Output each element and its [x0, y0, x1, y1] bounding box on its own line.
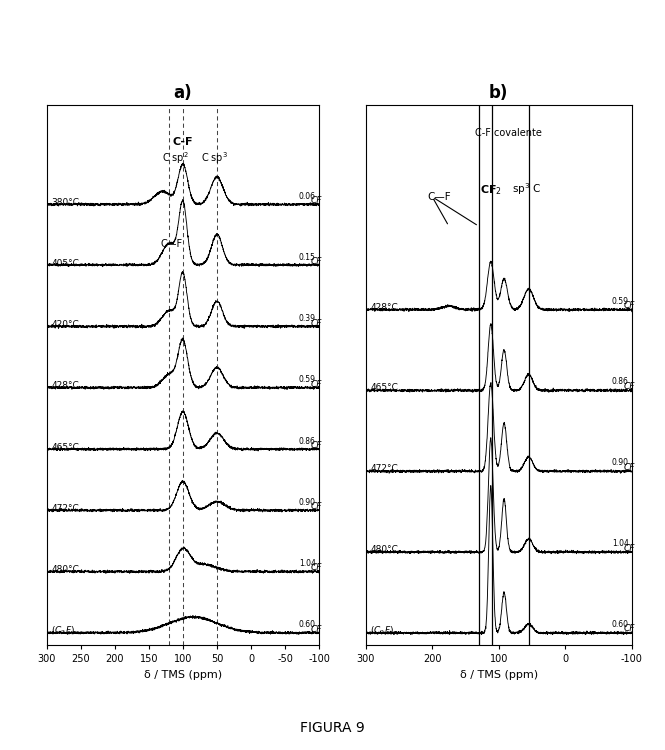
Text: 0.59: 0.59 [612, 296, 629, 305]
Text: 480°C: 480°C [370, 545, 398, 554]
Text: CF: CF [311, 441, 323, 450]
Text: CF: CF [311, 625, 323, 634]
Text: CF: CF [624, 463, 635, 472]
Text: 0.06: 0.06 [299, 192, 316, 201]
Text: 428°C: 428°C [370, 302, 398, 311]
Text: 405°C: 405°C [51, 259, 79, 268]
Text: 0.86: 0.86 [612, 377, 628, 386]
Text: CF: CF [624, 301, 635, 310]
Text: CF: CF [311, 503, 323, 512]
Title: a): a) [174, 84, 192, 102]
Text: 0.90: 0.90 [612, 458, 629, 467]
Text: C sp$^3$: C sp$^3$ [201, 151, 229, 166]
Text: 380°C: 380°C [51, 198, 79, 207]
Text: 1.04: 1.04 [612, 539, 628, 548]
Text: CF: CF [311, 257, 323, 266]
Text: 465°C: 465°C [51, 442, 79, 452]
Title: b): b) [489, 84, 509, 102]
Text: 0.60: 0.60 [299, 620, 316, 629]
Text: CF: CF [311, 563, 323, 572]
Text: CF: CF [311, 380, 323, 388]
Text: 480°C: 480°C [51, 565, 79, 574]
X-axis label: δ / TMS (ppm): δ / TMS (ppm) [460, 670, 538, 680]
Text: 420°C: 420°C [51, 320, 79, 329]
Text: $(C_2F)_n$: $(C_2F)_n$ [370, 624, 399, 637]
Text: 0.86: 0.86 [299, 436, 316, 445]
Text: 0.59: 0.59 [299, 375, 316, 384]
Text: 465°C: 465°C [370, 383, 398, 392]
Text: C—F: C—F [428, 192, 452, 202]
Text: CF: CF [311, 196, 323, 206]
Text: C sp$^2$: C sp$^2$ [162, 151, 189, 166]
Text: 0.15: 0.15 [299, 253, 316, 262]
Text: 0.90: 0.90 [299, 498, 316, 507]
Text: 428°C: 428°C [51, 381, 79, 390]
Text: 472°C: 472°C [51, 504, 79, 513]
Text: CF$_2$: CF$_2$ [479, 183, 502, 196]
Text: C-F covalente: C-F covalente [475, 128, 542, 138]
Text: C—F: C—F [160, 239, 182, 249]
X-axis label: δ / TMS (ppm): δ / TMS (ppm) [144, 670, 222, 680]
Text: CF: CF [624, 624, 635, 633]
Text: $(C_2F)_n$: $(C_2F)_n$ [51, 624, 80, 637]
Text: C-F: C-F [173, 136, 193, 147]
Text: sp$^3$ C: sp$^3$ C [512, 181, 541, 196]
Text: 1.04: 1.04 [299, 559, 316, 568]
Text: CF: CF [624, 544, 635, 553]
Text: 0.60: 0.60 [612, 620, 629, 628]
Text: 0.39: 0.39 [299, 314, 316, 323]
Text: FIGURA 9: FIGURA 9 [300, 721, 365, 734]
Text: CF: CF [311, 319, 323, 328]
Text: 472°C: 472°C [370, 464, 398, 473]
Text: CF: CF [624, 382, 635, 391]
